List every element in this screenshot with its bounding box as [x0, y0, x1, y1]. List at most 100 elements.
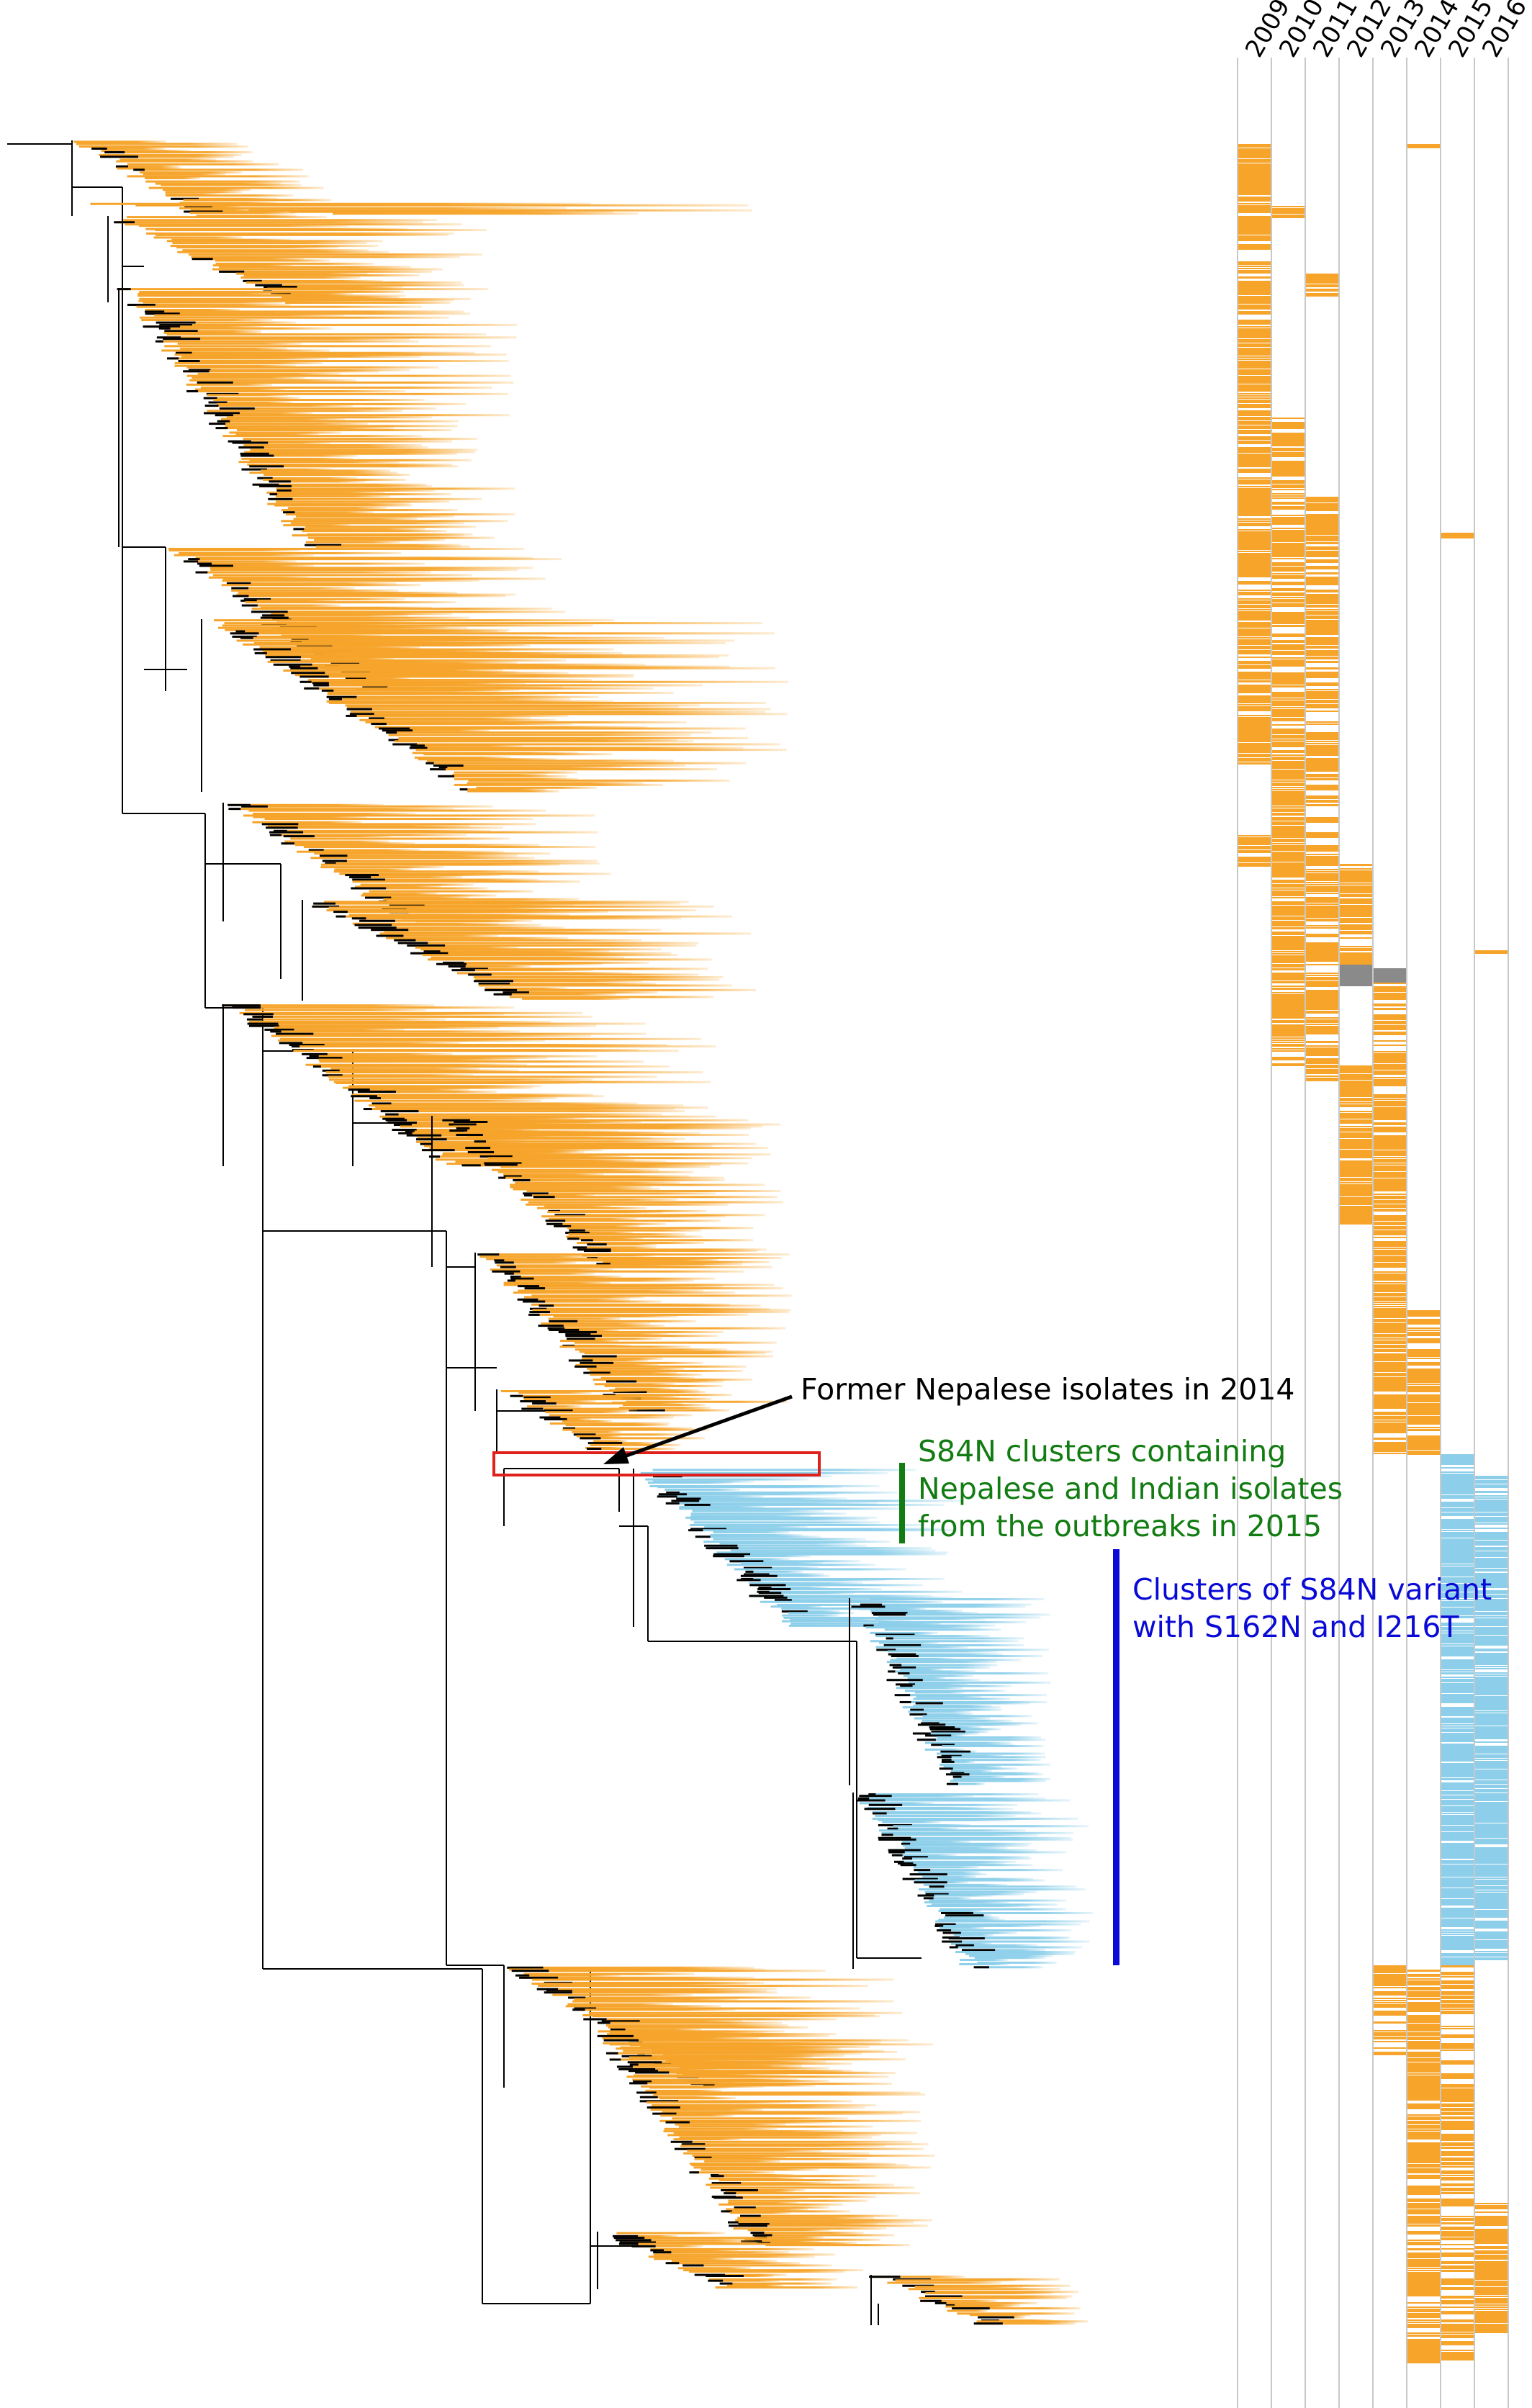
ancestral-node	[269, 493, 278, 496]
ancestral-node	[357, 1091, 396, 1093]
leaf-lineage	[262, 484, 433, 487]
ancestral-node	[689, 2171, 699, 2174]
leaf-lineage	[163, 331, 261, 334]
ancestral-node	[952, 1775, 962, 1778]
leaf-lineage	[73, 140, 166, 143]
ancestral-node	[671, 1500, 700, 1502]
year-presence-mark	[1475, 2302, 1508, 2304]
leaf-lineage	[207, 405, 353, 407]
leaf-lineage	[243, 444, 423, 447]
year-presence-mark	[1475, 2231, 1508, 2234]
ancestral-node	[322, 1069, 340, 1072]
year-presence-mark	[1475, 1610, 1508, 1611]
leaf-lineage	[924, 1901, 1009, 1904]
leaf-lineage	[928, 1893, 1024, 1895]
ancestral-node	[215, 414, 233, 417]
leaf-lineage	[622, 2241, 762, 2244]
year-presence-mark	[1238, 292, 1271, 294]
nepal-india-2015-label: S84N clusters containing Nepalese and In…	[918, 1434, 1352, 1543]
year-presence-mark	[1441, 2000, 1474, 2003]
year-presence-mark	[1374, 1388, 1406, 1392]
ancestral-node	[186, 390, 199, 393]
year-presence-mark	[1407, 2078, 1440, 2081]
year-presence-mark	[1374, 1377, 1406, 1379]
leaf-lineage	[860, 1797, 1046, 1800]
leaf-lineage	[915, 1732, 979, 1735]
leaf-lineage	[243, 454, 357, 457]
ancestral-node	[688, 1529, 703, 1532]
leaf-lineage	[348, 677, 410, 680]
ancestral-node	[281, 842, 295, 845]
leaf-lineage	[706, 2183, 894, 2186]
year-presence-mark	[1441, 1882, 1474, 1885]
year-presence-mark	[1475, 1607, 1508, 1611]
year-presence-mark	[1340, 909, 1372, 913]
year-presence-mark	[1306, 652, 1338, 656]
year-presence-mark	[1475, 2289, 1508, 2293]
year-presence-mark	[1475, 1826, 1508, 1829]
year-presence-mark	[1441, 1806, 1474, 1808]
year-presence-mark	[1238, 289, 1271, 293]
leaf-lineage	[668, 2121, 833, 2124]
leaf-lineage	[976, 2322, 1076, 2325]
year-presence-mark	[1441, 1590, 1474, 1592]
year-presence-mark	[1238, 369, 1271, 372]
leaf-lineage	[310, 657, 395, 660]
leaf-lineage	[496, 1264, 705, 1267]
year-presence-mark	[1272, 543, 1305, 546]
year-presence-mark	[1306, 949, 1338, 951]
year-presence-mark	[1475, 1804, 1508, 1808]
year-presence-mark	[1441, 2116, 1474, 2119]
leaf-lineage	[535, 1402, 662, 1405]
year-presence-mark	[1475, 2268, 1508, 2271]
year-presence-mark	[1441, 1525, 1474, 1529]
nepal-india-2015-line-1: S84N clusters containing	[918, 1434, 1286, 1469]
year-presence-mark	[1374, 1373, 1406, 1375]
year-presence-mark	[1407, 2065, 1440, 2067]
leaf-lineage	[605, 2024, 788, 2027]
year-presence-mark	[1238, 626, 1271, 628]
year-presence-mark	[1441, 1720, 1474, 1723]
leaf-lineage	[574, 1341, 777, 1344]
leaf-lineage	[138, 292, 294, 295]
year-presence-mark	[1475, 1573, 1508, 1575]
year-presence-mark	[1374, 1027, 1406, 1030]
year-presence-mark	[1374, 1081, 1406, 1085]
leaf-lineage	[582, 1357, 664, 1360]
year-presence-mark	[1441, 533, 1474, 536]
year-presence-mark	[1238, 603, 1271, 604]
leaf-lineage	[690, 1518, 868, 1521]
year-presence-mark	[1374, 1422, 1406, 1425]
ancestral-node	[199, 564, 233, 567]
year-presence-mark	[1441, 1983, 1474, 1984]
year-presence-mark	[1340, 1184, 1372, 1187]
leaf-lineage	[575, 2008, 736, 2011]
year-presence-mark	[1475, 2281, 1508, 2283]
ancestral-node	[349, 713, 374, 716]
year-presence-mark	[1475, 1504, 1508, 1507]
year-presence-mark	[1272, 519, 1305, 521]
leaf-lineage	[613, 2028, 702, 2031]
year-presence-mark	[1306, 1058, 1338, 1060]
leaf-lineage	[249, 1020, 551, 1023]
leaf-lineage	[154, 314, 345, 317]
leaf-lineage	[487, 1163, 721, 1166]
leaf-lineage	[626, 2075, 889, 2078]
year-presence-mark	[1306, 856, 1338, 858]
year-presence-mark	[1272, 433, 1305, 436]
year-presence-mark	[1475, 2330, 1508, 2333]
ancestral-node	[904, 1856, 928, 1859]
ancestral-node	[546, 1990, 572, 1993]
year-presence-mark	[1475, 1763, 1508, 1765]
year-presence-mark	[1238, 590, 1271, 591]
year-presence-mark	[1407, 2309, 1440, 2312]
leaf-lineage	[549, 1422, 670, 1425]
leaf-lineage	[626, 1400, 788, 1403]
ancestral-node	[263, 286, 297, 289]
leaf-lineage	[379, 932, 752, 935]
leaf-lineage	[191, 369, 410, 371]
year-presence-mark	[1272, 778, 1305, 780]
year-presence-mark	[1441, 2270, 1474, 2272]
year-presence-mark	[1306, 947, 1338, 950]
ancestral-node	[781, 1610, 808, 1613]
